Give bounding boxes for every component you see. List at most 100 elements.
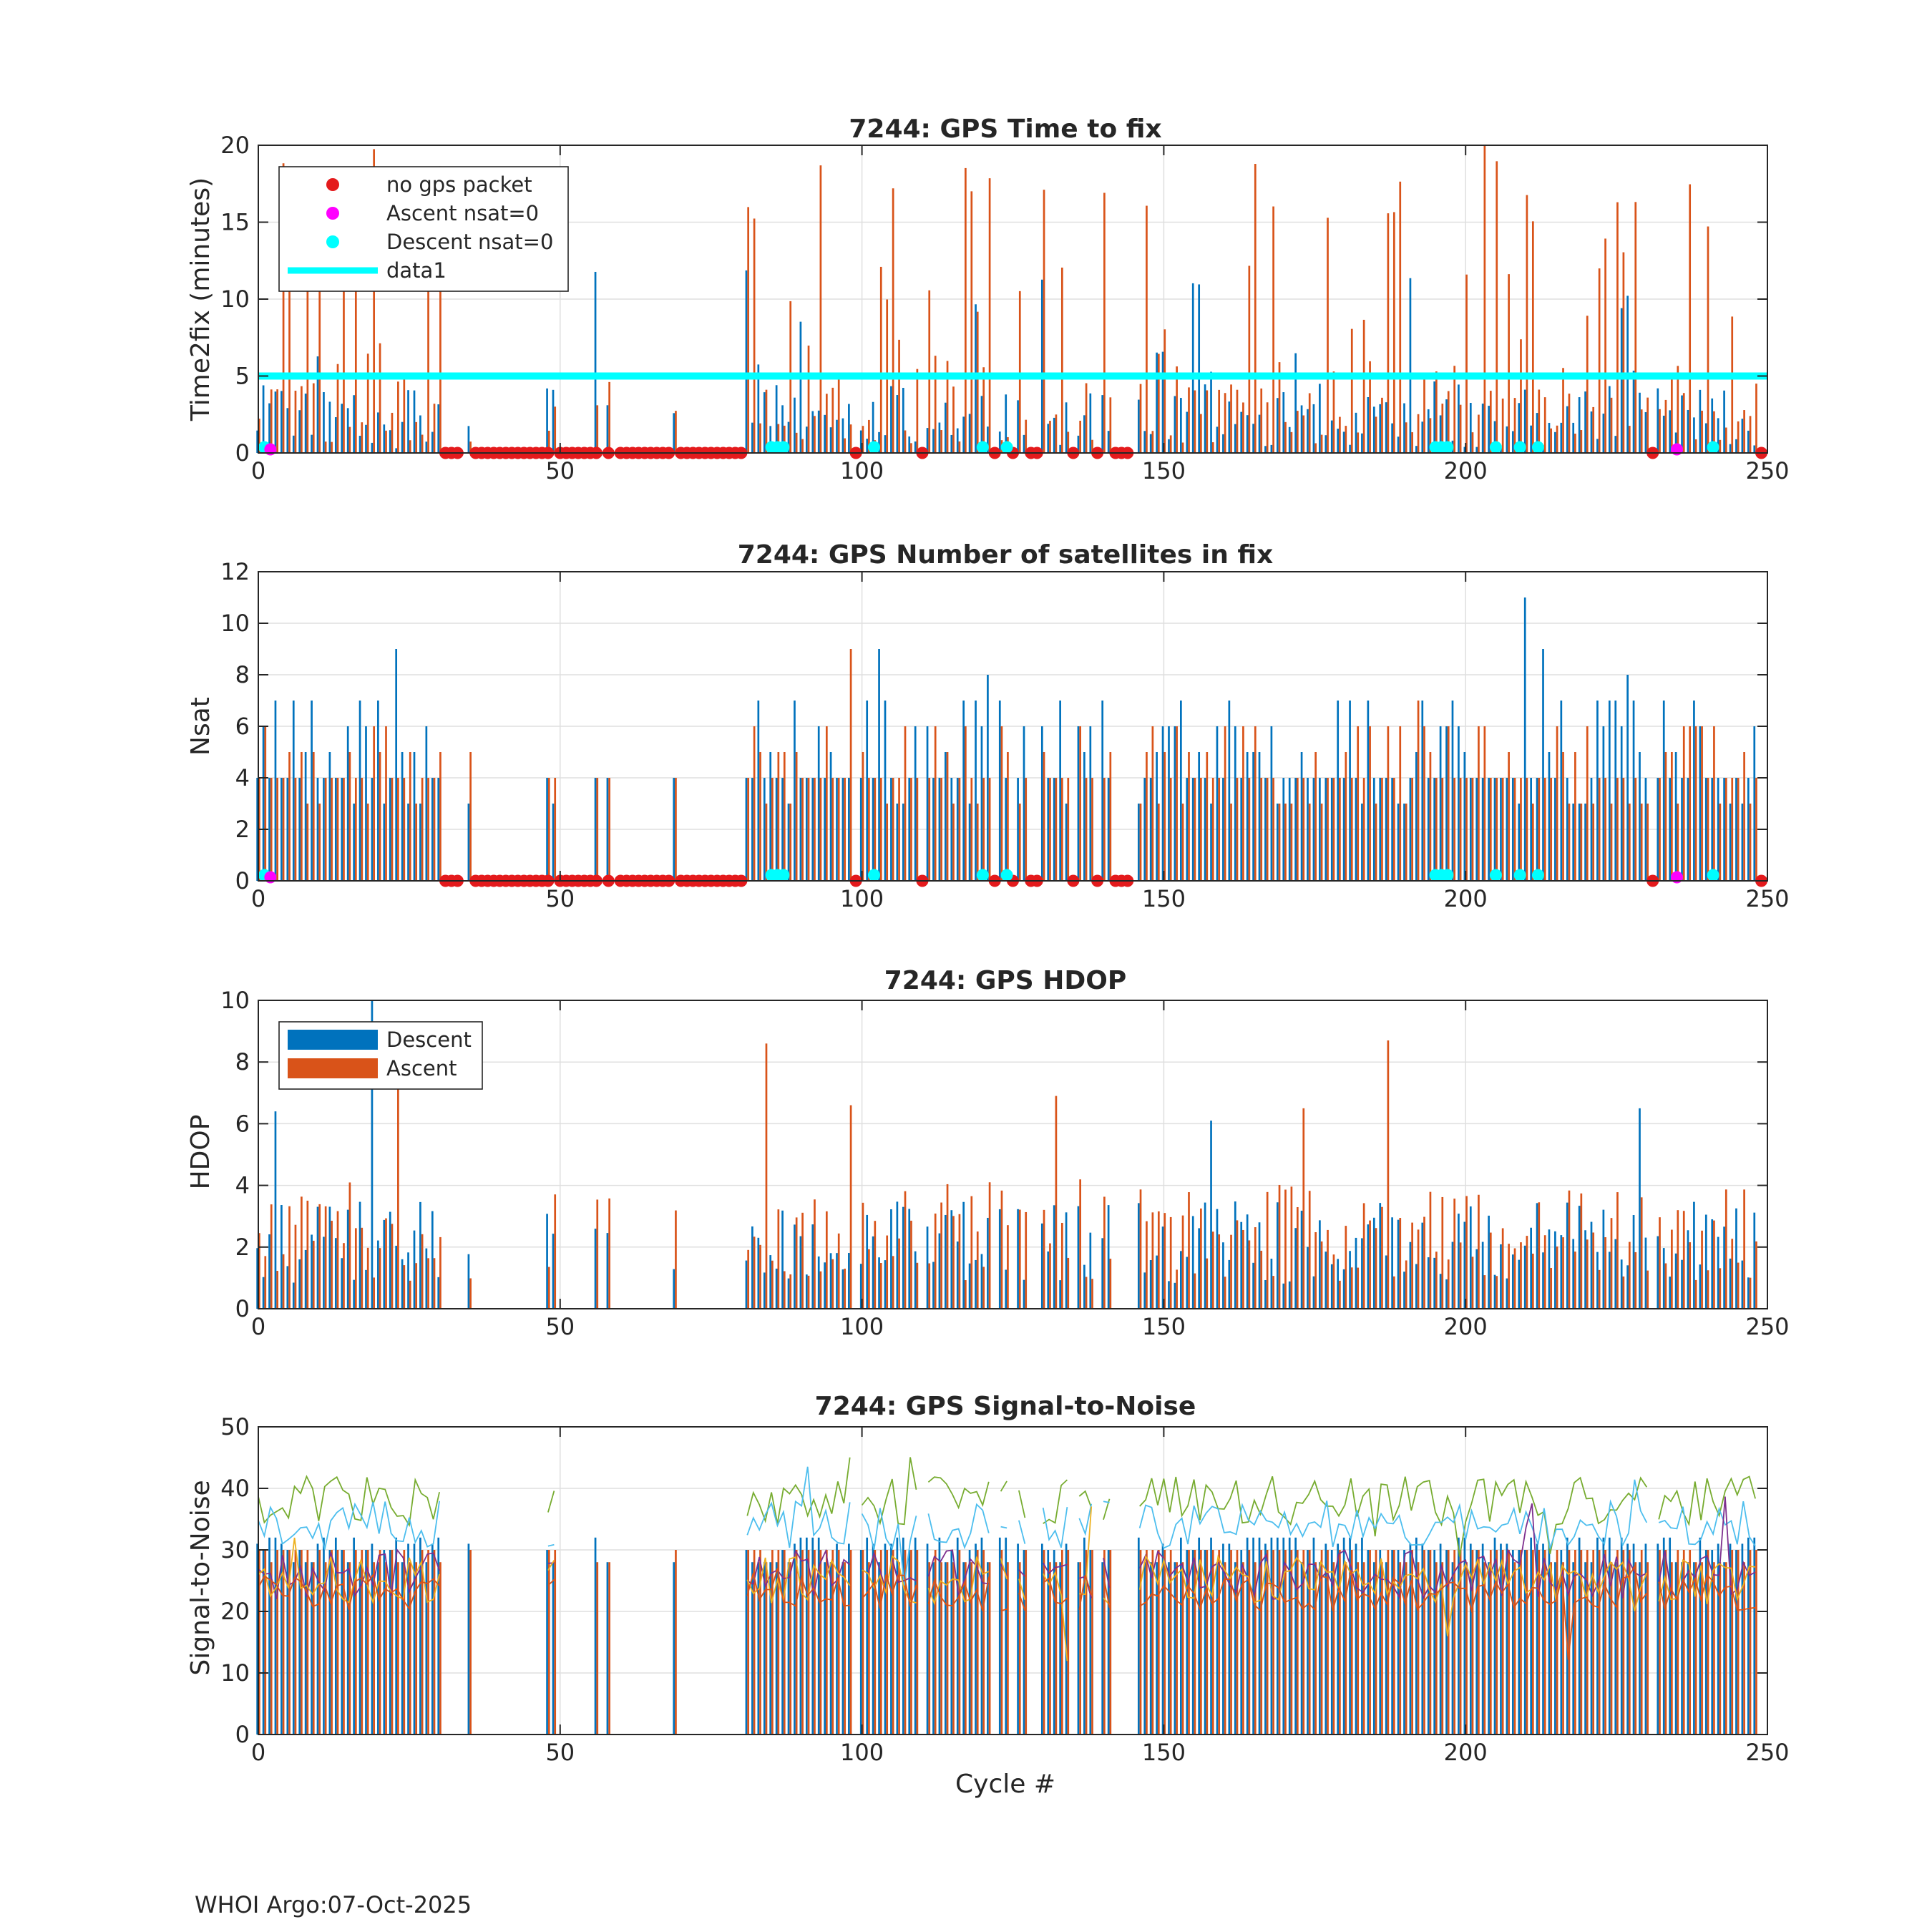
snr-descent-bar: [377, 1562, 379, 1735]
snr-ascent-bar: [1508, 1550, 1510, 1735]
descent-nsat0-marker: [1441, 441, 1454, 454]
hdop-ascent-bar: [1586, 1239, 1589, 1309]
nsat-descent-bar: [1337, 701, 1340, 881]
hdop-descent-bar: [546, 1214, 548, 1309]
x-tick-label: 200: [1444, 1739, 1488, 1766]
snr-ascent-bar: [1272, 1550, 1274, 1735]
nsat-descent-bar: [1319, 778, 1321, 881]
hdop-descent-bar: [1596, 1252, 1599, 1309]
ttf-descent-bar: [389, 430, 391, 453]
snr-ascent-bar: [1441, 1562, 1444, 1735]
nsat-descent-bar: [1427, 778, 1430, 881]
hdop-descent-bar: [1342, 1269, 1345, 1309]
snr-descent-bar: [1481, 1543, 1484, 1735]
ttf-ascent-bar: [1387, 213, 1390, 453]
ttf-descent-bar: [1741, 419, 1744, 453]
hdop-ascent-bar: [348, 1182, 351, 1309]
nsat-descent-bar: [794, 701, 796, 881]
nsat-ascent-bar: [1067, 778, 1070, 881]
snr-ascent-bar: [1290, 1550, 1293, 1735]
ttf-ascent-bar: [1459, 404, 1462, 453]
ttf-ascent-bar: [1236, 389, 1239, 453]
ttf-descent-bar: [1421, 421, 1424, 453]
nsat-descent-bar: [1639, 752, 1641, 881]
ttf-descent-bar: [841, 418, 844, 453]
snr-descent-bar: [1693, 1562, 1695, 1735]
nsat-descent-bar: [1240, 778, 1243, 881]
y-tick-label: 40: [220, 1475, 250, 1502]
snr-descent-bar: [1258, 1537, 1261, 1735]
snr-descent-bar: [546, 1550, 548, 1735]
hdop-ascent-bar: [1055, 1096, 1058, 1309]
snr-ascent-bar: [1671, 1562, 1673, 1735]
snr-ascent-bar: [403, 1550, 406, 1735]
nsat-descent-bar: [1355, 778, 1357, 881]
snr-ascent-bar: [366, 1550, 369, 1735]
hdop-ascent-bar: [1381, 1206, 1383, 1309]
snr-descent-bar: [304, 1562, 307, 1735]
snr-ascent-bar: [1598, 1550, 1601, 1735]
snr-line-p80: [1042, 1506, 1068, 1548]
snr-descent-bar: [1674, 1562, 1677, 1735]
hdop-ascent-bar: [409, 1280, 411, 1309]
nsat-descent-bar: [817, 726, 820, 881]
ttf-ascent-bar: [1731, 316, 1734, 453]
nsat-descent-bar: [1367, 701, 1370, 881]
nsat-ascent-bar: [1296, 778, 1299, 881]
snr-title: 7244: GPS Signal-to-Noise: [815, 1392, 1196, 1421]
nsat-descent-bar: [781, 778, 784, 881]
nsat-ascent-bar: [1278, 804, 1281, 881]
snr-descent-bar: [1608, 1537, 1611, 1735]
nsat-ascent-bar: [1327, 778, 1329, 881]
hdop-ascent-bar: [301, 1196, 303, 1309]
hdop-ascent-bar: [1501, 1228, 1504, 1309]
nsat-descent-bar: [1149, 778, 1152, 881]
y-tick-label: 6: [235, 713, 250, 740]
snr-descent-bar: [1506, 1543, 1508, 1735]
ttf-descent-bar: [1469, 403, 1472, 453]
nsat-ascent-bar: [952, 804, 955, 881]
hdop-ascent-bar: [1387, 1040, 1390, 1309]
hdop-descent-bar: [1458, 1214, 1460, 1309]
ttf-ascent-bar: [904, 430, 907, 453]
snr-ascent-bar: [946, 1562, 949, 1735]
x-tick-label: 0: [251, 885, 265, 912]
hdop-ascent-bar: [397, 1083, 399, 1309]
hdop-ascent-bar: [1483, 1275, 1486, 1309]
nsat-descent-bar: [757, 701, 760, 881]
hdop-ascent-bar: [1568, 1190, 1571, 1309]
snr-descent-bar: [781, 1550, 784, 1735]
ttf-descent-bar: [811, 411, 814, 453]
snr-ascent-bar: [1387, 1550, 1390, 1735]
ttf-descent-bar: [1560, 422, 1563, 453]
y-tick-label: 12: [220, 558, 250, 585]
hdop-descent-bar: [1717, 1236, 1719, 1309]
snr-ascent-bar: [807, 1550, 810, 1735]
snr-ascent-bar: [1169, 1550, 1172, 1735]
snr-ascent-bar: [1350, 1550, 1353, 1735]
nsat-descent-bar: [292, 701, 295, 881]
hdop-ascent-bar: [837, 1233, 840, 1309]
ttf-descent-bar: [274, 391, 277, 453]
snr-ascent-bar: [1423, 1550, 1425, 1735]
hdop-ascent-bar: [1362, 1203, 1365, 1309]
ttf-ascent-bar: [379, 343, 381, 453]
ttf-descent-bar: [292, 435, 295, 453]
snr-descent-bar: [1349, 1537, 1351, 1735]
nsat-ascent-bar: [1646, 804, 1649, 881]
snr-descent-bar: [1040, 1543, 1043, 1735]
ttf-descent-bar: [365, 424, 367, 453]
ttf-ascent-bar: [1194, 390, 1196, 453]
snr-descent-bar: [975, 1543, 977, 1735]
hdop-ascent-bar: [886, 1235, 889, 1309]
nsat-descent-bar: [745, 778, 748, 881]
ttf-ascent-bar: [1508, 274, 1510, 453]
ttf-descent-bar: [817, 410, 820, 453]
hdop-descent-bar: [328, 1206, 331, 1309]
ttf-ascent-bar: [348, 426, 351, 453]
hdop-descent-bar: [1149, 1259, 1152, 1309]
ttf-ascent-bar: [1103, 192, 1106, 453]
hdop-ascent-bar: [1677, 1210, 1679, 1309]
nsat-descent-bar: [1234, 726, 1236, 881]
nsat-ascent-bar: [1362, 778, 1365, 881]
